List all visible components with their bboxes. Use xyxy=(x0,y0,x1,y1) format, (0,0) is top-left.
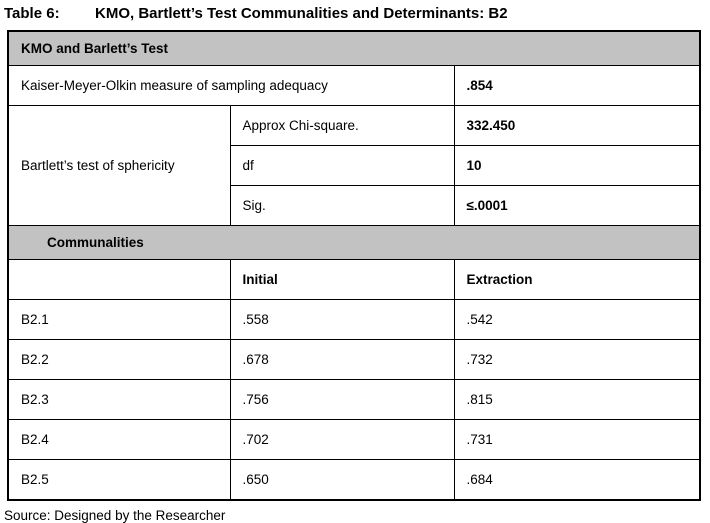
source-note: Source: Designed by the Researcher xyxy=(4,508,226,523)
table-caption-title: KMO, Bartlett’s Test Communalities and D… xyxy=(95,5,508,22)
sig-stat-value: ≤.0001 xyxy=(453,185,701,226)
initial-value: .702 xyxy=(229,419,455,460)
kmo-adequacy-label: Kaiser-Meyer-Olkin measure of sampling a… xyxy=(7,65,455,106)
table-row-b2-2: B2.2 .678 .732 xyxy=(7,339,701,380)
chisquare-stat-value: 332.450 xyxy=(453,105,701,146)
item-label: B2.3 xyxy=(7,379,231,420)
chisquare-stat-label: Approx Chi-square. xyxy=(229,105,455,146)
communalities-section-header-row: Communalities xyxy=(7,225,701,260)
table-caption: Table 6: KMO, Bartlett’s Test Communaliti… xyxy=(0,0,710,22)
extraction-value: .542 xyxy=(453,299,701,340)
bartlett-chisquare-row: Bartlett’s test of sphericity Approx Chi… xyxy=(7,105,701,226)
bartlett-df-row: df 10 xyxy=(8,145,701,186)
bartlett-test-label: Bartlett’s test of sphericity xyxy=(7,105,231,226)
kmo-section-header: KMO and Barlett’s Test xyxy=(7,30,701,66)
initial-column-header: Initial xyxy=(229,259,455,300)
table-row-b2-5: B2.5 .650 .684 xyxy=(7,459,701,501)
extraction-value: .732 xyxy=(453,339,701,380)
kmo-section-header-row: KMO and Barlett’s Test xyxy=(7,30,701,66)
item-label: B2.2 xyxy=(7,339,231,380)
table-row-b2-1: B2.1 .558 .542 xyxy=(7,299,701,340)
empty-corner-cell xyxy=(7,259,231,300)
item-label: B2.5 xyxy=(7,459,231,501)
df-stat-value: 10 xyxy=(453,145,701,186)
table-row-b2-4: B2.4 .702 .731 xyxy=(7,419,701,460)
initial-value: .678 xyxy=(229,339,455,380)
table-row-b2-3: B2.3 .756 .815 xyxy=(7,379,701,420)
kmo-adequacy-value: .854 xyxy=(453,65,701,106)
extraction-value: .815 xyxy=(453,379,701,420)
table-caption-number: Table 6: xyxy=(4,5,60,22)
item-label: B2.1 xyxy=(7,299,231,340)
extraction-column-header: Extraction xyxy=(453,259,701,300)
kmo-communalities-table: KMO and Barlett’s Test Kaiser-Meyer-Olki… xyxy=(7,30,702,501)
sig-stat-label: Sig. xyxy=(229,185,455,226)
communalities-section-header: Communalities xyxy=(7,225,701,260)
initial-value: .650 xyxy=(229,459,455,501)
initial-value: .756 xyxy=(229,379,455,420)
df-stat-label: df xyxy=(229,145,455,186)
communalities-column-header-row: Initial Extraction xyxy=(7,259,701,300)
initial-value: .558 xyxy=(229,299,455,340)
item-label: B2.4 xyxy=(7,419,231,460)
extraction-value: .731 xyxy=(453,419,701,460)
extraction-value: .684 xyxy=(453,459,701,501)
kmo-adequacy-row: Kaiser-Meyer-Olkin measure of sampling a… xyxy=(7,65,701,106)
